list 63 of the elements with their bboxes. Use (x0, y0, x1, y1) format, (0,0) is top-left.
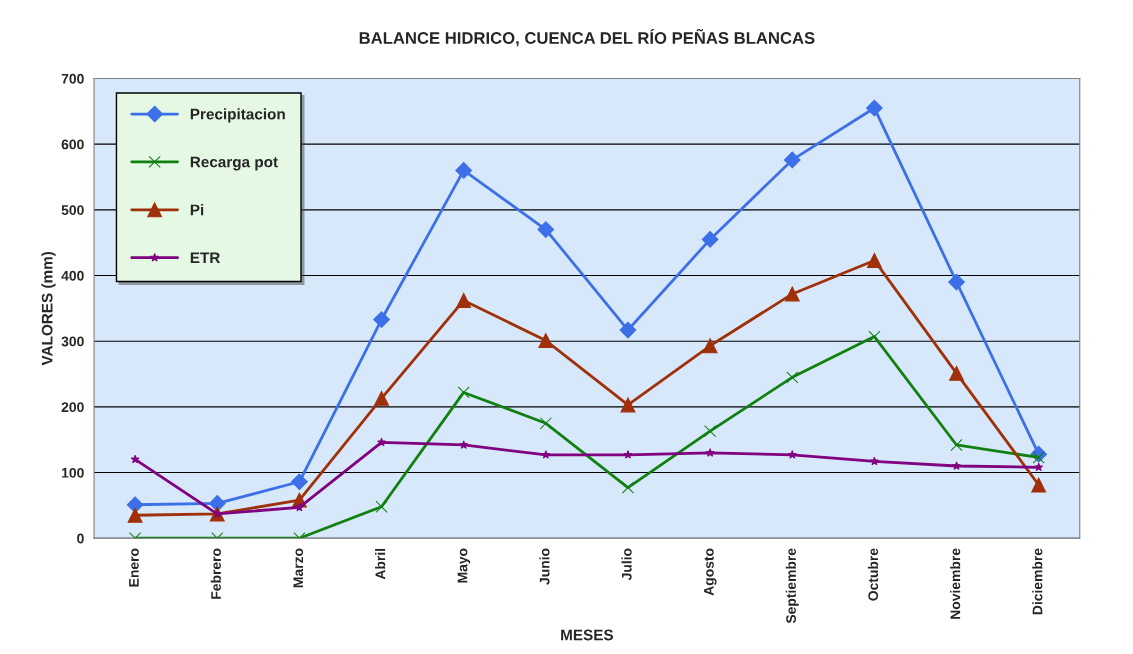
legend-label: ETR (190, 252, 221, 263)
point (621, 481, 635, 494)
point (866, 99, 883, 117)
point (786, 371, 799, 384)
point (948, 273, 965, 291)
y-tick-label: 0 (77, 533, 84, 544)
y-tick-label: 700 (61, 73, 84, 84)
point (869, 456, 879, 466)
x-tick-label: Marzo (293, 548, 304, 588)
point (541, 450, 551, 459)
point (373, 311, 390, 328)
point (952, 461, 962, 470)
y-tick-label: 400 (61, 270, 84, 281)
point (539, 417, 552, 430)
point (1031, 477, 1047, 493)
point (459, 440, 469, 449)
point (1034, 462, 1044, 472)
x-tick-label: Diciembre (1032, 548, 1043, 615)
point (538, 333, 554, 349)
x-tick-label: Noviembre (950, 548, 961, 619)
y-axis-title: VALORES (mm) (41, 251, 56, 366)
x-tick-label: Agosto (704, 548, 717, 596)
point (783, 151, 801, 169)
x-tick-label: Mayo (457, 548, 471, 583)
point (375, 500, 388, 513)
x-tick-label: Octubre (867, 548, 879, 601)
y-tick-label: 600 (61, 139, 84, 150)
point (704, 425, 717, 438)
y-tick-label: 200 (61, 402, 84, 413)
point (620, 397, 636, 413)
point (705, 448, 715, 457)
point (294, 502, 304, 512)
x-axis-title: MESES (561, 629, 614, 641)
point (456, 293, 472, 308)
legend-label: Recarga pot (190, 156, 278, 171)
x-tick-label: Julio (621, 548, 632, 581)
chart-title: BALANCE HIDRICO, CUENCA DEL RÍO PEÑAS BLANCAS (359, 28, 815, 47)
x-tick-label: Junio (539, 548, 550, 585)
point (701, 231, 719, 248)
point (457, 386, 470, 399)
point (537, 221, 555, 238)
point (291, 473, 308, 491)
legend-label: Precipitacion (190, 108, 285, 123)
y-tick-label: 300 (61, 336, 84, 347)
point (702, 338, 718, 354)
y-tick-label: 500 (61, 205, 84, 216)
legend-label: Pi (190, 204, 204, 216)
point (130, 454, 140, 464)
x-tick-label: Enero (129, 548, 139, 587)
x-tick-label: Febrero (210, 548, 221, 599)
y-tick-label: 100 (62, 467, 84, 478)
point (127, 507, 143, 523)
point (374, 390, 389, 406)
point (787, 450, 797, 459)
point (455, 162, 473, 179)
point (866, 252, 882, 268)
point (950, 438, 963, 452)
x-tick-label: Septiembre (785, 548, 799, 624)
point (619, 321, 637, 339)
x-tick-label: Abril (375, 548, 386, 580)
point (949, 365, 964, 381)
point (784, 286, 800, 302)
point (868, 330, 881, 343)
